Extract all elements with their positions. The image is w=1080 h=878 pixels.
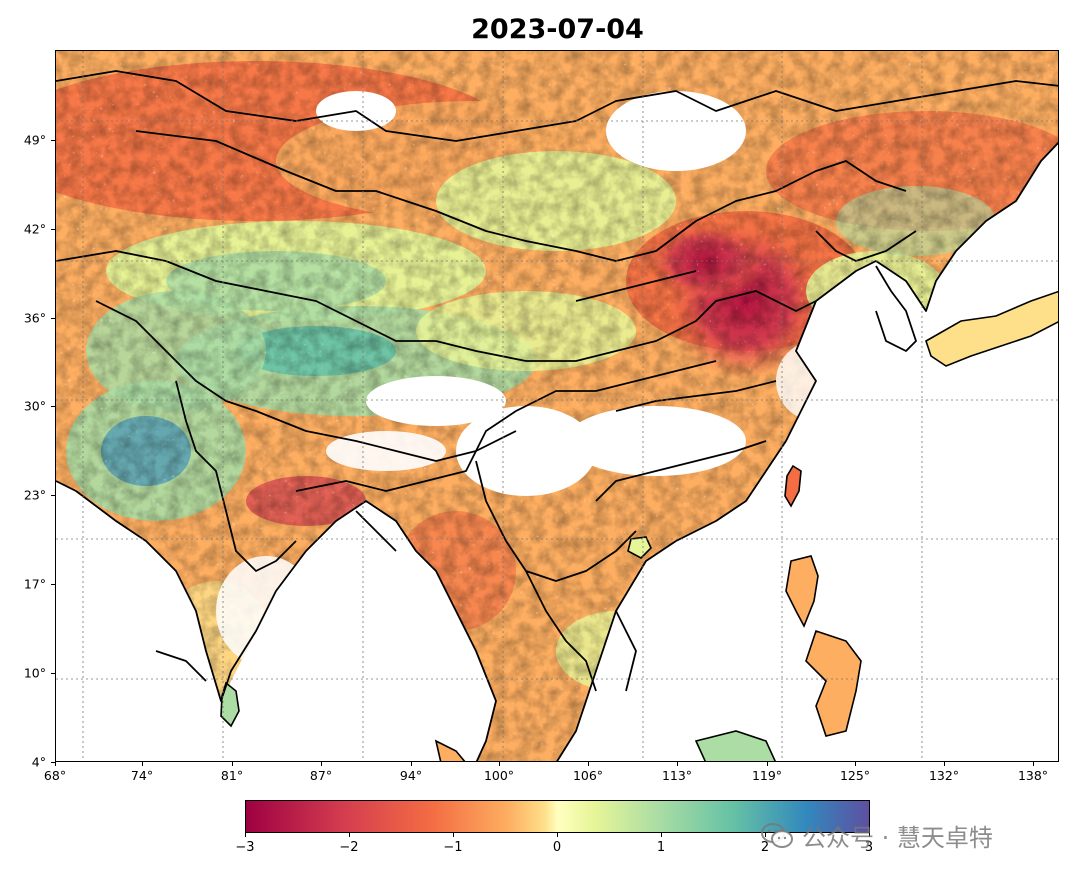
lat-tick-label: 49° <box>23 132 46 148</box>
lon-tick-label: 68° <box>43 768 67 783</box>
map-canvas <box>56 51 1058 761</box>
lon-tick-label: 81° <box>220 768 244 783</box>
lat-tick-label: 42° <box>23 221 46 237</box>
colorbar-tick-label: −2 <box>339 840 359 855</box>
borders <box>56 70 1058 761</box>
map-title: 2023-07-04 <box>471 14 644 45</box>
lat-tick-label: 10° <box>23 665 46 681</box>
colorbar <box>245 800 870 833</box>
lat-tick-label: 17° <box>23 576 46 592</box>
lon-tick-label: 74° <box>130 768 154 783</box>
watermark-text: 公众号 · 慧天卓特 <box>802 824 993 852</box>
colorbar-tick-label: 1 <box>656 840 666 855</box>
lon-tick-label: 100° <box>483 768 515 783</box>
colorbar-tick-label: −1 <box>443 840 463 855</box>
lat-tick-label: 30° <box>23 398 46 414</box>
lat-tick-label: 23° <box>23 487 46 503</box>
lon-tick-label: 113° <box>661 768 693 783</box>
lon-tick-label: 125° <box>839 768 871 783</box>
lon-tick-label: 106° <box>572 768 604 783</box>
lon-tick-label: 87° <box>309 768 333 783</box>
watermark: 公众号 · 慧天卓特 <box>760 818 993 853</box>
lon-tick-label: 94° <box>399 768 423 783</box>
colorbar-tick-label: 2 <box>760 840 770 855</box>
wechat-icon <box>760 822 794 850</box>
gridlines <box>56 51 1058 761</box>
colorbar-tick-label: −3 <box>235 840 255 855</box>
map-panel[interactable] <box>55 50 1059 762</box>
lon-tick-label: 132° <box>928 768 960 783</box>
lat-tick-label: 36° <box>23 310 46 326</box>
lat-tick-label: 4° <box>31 754 46 770</box>
colorbar-tick-label: 0 <box>552 840 562 855</box>
lon-tick-label: 138° <box>1017 768 1049 783</box>
lon-tick-label: 119° <box>751 768 783 783</box>
islands <box>220 290 1058 761</box>
colorbar-tick-label: 3 <box>864 840 874 855</box>
